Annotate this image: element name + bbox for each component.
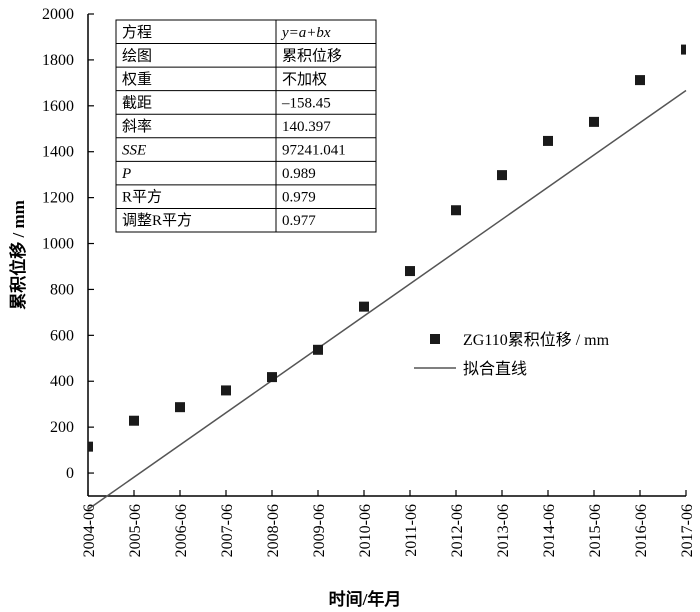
- table-row-label: R平方: [122, 189, 162, 206]
- legend-label-series: ZG110累积位移 / mm: [463, 331, 610, 349]
- y-tick-label: 600: [50, 327, 74, 344]
- legend-marker-square: [430, 334, 440, 344]
- data-point: [543, 135, 553, 146]
- y-tick-label: 800: [50, 281, 74, 298]
- y-tick-label: 400: [50, 373, 74, 390]
- data-point: [129, 415, 139, 426]
- legend: ZG110累积位移 / mm 拟合直线: [414, 331, 610, 378]
- y-tick-label: 200: [50, 419, 74, 436]
- y-tick-label: 0: [66, 465, 74, 482]
- x-axis-title: 时间/年月: [329, 589, 402, 609]
- x-tick-label: 2009-06: [311, 504, 328, 557]
- x-tick-label: 2017-06: [679, 504, 696, 557]
- data-point: [589, 116, 599, 127]
- data-point: [221, 385, 231, 396]
- legend-label-fit: 拟合直线: [463, 360, 527, 378]
- table-row-label: 权重: [122, 71, 152, 88]
- x-tick-label: 2007-06: [219, 504, 236, 557]
- data-point: [313, 344, 323, 355]
- data-points: [88, 44, 686, 452]
- data-point: [635, 75, 645, 86]
- y-tick-label: 1800: [42, 52, 74, 69]
- table-row-label: SSE: [122, 143, 146, 159]
- table-row-label: 调整R平方: [122, 212, 192, 229]
- table-row-value: –158.45: [281, 95, 331, 111]
- y-tick-label: 1000: [42, 236, 74, 253]
- table-row-value: 0.979: [282, 190, 316, 206]
- x-tick-label: 2008-06: [265, 504, 282, 557]
- x-tick-label: 2015-06: [587, 504, 604, 557]
- x-tick-label: 2011-06: [403, 504, 420, 557]
- table-row-label: 方程: [122, 24, 152, 41]
- x-tick-label: 2010-06: [357, 504, 374, 557]
- x-tick-label: 2016-06: [633, 504, 650, 557]
- x-tick-label: 2012-06: [449, 504, 466, 557]
- y-axis-title: 累积位移 / mm: [8, 200, 28, 310]
- x-axis-ticks: 2004-06 2005-06 2006-06 2007-06 2008-06 2009-…: [81, 490, 696, 557]
- table-row-value: 140.397: [282, 119, 331, 135]
- data-point: [497, 170, 507, 181]
- data-point: [175, 402, 185, 413]
- table-row-value: 不加权: [282, 71, 327, 88]
- table-row-label: 截距: [122, 94, 152, 111]
- x-tick-label: 2006-06: [173, 504, 190, 557]
- y-tick-label: 1400: [42, 144, 74, 161]
- x-tick-label: 2005-06: [127, 504, 144, 557]
- table-row-value: 累积位移: [282, 47, 342, 64]
- data-point: [681, 44, 686, 55]
- table-row-value: 97241.041: [282, 143, 346, 159]
- x-tick-label: 2013-06: [495, 504, 512, 557]
- y-tick-label: 1600: [42, 98, 74, 115]
- data-point: [359, 301, 369, 312]
- data-point: [451, 205, 461, 216]
- table-row-label: P: [121, 166, 131, 182]
- table-row-value: y=a+bx: [280, 25, 331, 41]
- data-point: [405, 266, 415, 277]
- y-tick-label: 1200: [42, 190, 74, 207]
- data-point: [88, 441, 93, 452]
- x-tick-label: 2014-06: [541, 504, 558, 557]
- x-tick-label: 2004-06: [81, 504, 98, 557]
- table-row-label: 绘图: [122, 47, 152, 64]
- data-point: [267, 372, 277, 383]
- table-row-value: 0.977: [282, 213, 316, 229]
- y-tick-label: 2000: [42, 6, 74, 23]
- y-axis-ticks: 0 200 400 600 800 1000 1200 1400 1600 1800 2000: [42, 6, 94, 482]
- table-row-value: 0.989: [282, 166, 316, 182]
- fit-line: [87, 89, 687, 511]
- table-row-label: 斜率: [122, 118, 152, 135]
